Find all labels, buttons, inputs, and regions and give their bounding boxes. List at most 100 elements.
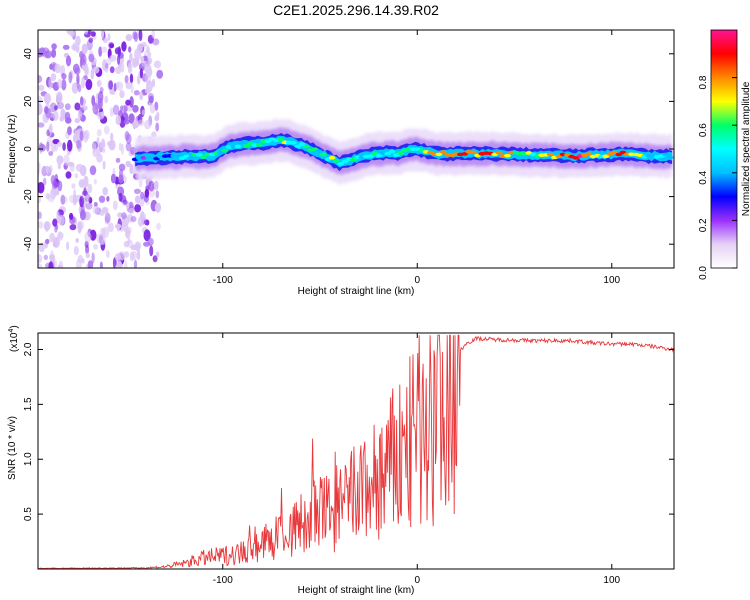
noise-speckle <box>45 238 50 245</box>
noise-speckle <box>73 245 79 256</box>
noise-speckle <box>148 180 155 192</box>
noise-speckle <box>136 75 141 85</box>
ridge-core <box>303 144 310 149</box>
noise-speckle <box>134 204 142 213</box>
x-tick-label: 0 <box>414 575 420 586</box>
noise-speckle <box>54 105 58 111</box>
noise-speckle <box>48 123 53 134</box>
noise-speckle <box>151 30 156 39</box>
noise-speckle <box>54 225 58 233</box>
ridge-core <box>367 154 374 158</box>
noise-speckle <box>51 43 57 50</box>
noise-speckle <box>48 165 53 173</box>
noise-speckle <box>75 238 79 243</box>
noise-speckle <box>130 216 137 223</box>
ridge-core <box>200 155 208 159</box>
noise-speckle <box>107 141 113 147</box>
noise-speckle <box>49 250 55 262</box>
ridge-core <box>238 140 246 145</box>
noise-speckle <box>153 60 162 69</box>
noise-speckle <box>133 188 141 194</box>
noise-speckle <box>117 251 126 261</box>
noise-speckle <box>96 148 101 156</box>
noise-speckle <box>104 212 111 224</box>
noise-speckle <box>149 104 156 114</box>
x-tick-label: -100 <box>213 575 233 586</box>
noise-speckle <box>85 252 91 259</box>
noise-speckle <box>118 174 124 184</box>
noise-speckle <box>43 93 52 105</box>
noise-speckle <box>138 30 143 42</box>
noise-speckle <box>84 30 88 35</box>
noise-speckle <box>54 63 61 74</box>
noise-speckle <box>97 79 102 88</box>
noise-speckle <box>84 193 91 203</box>
spectrogram-noise-field <box>38 30 164 268</box>
noise-speckle <box>56 155 64 165</box>
noise-speckle <box>60 65 66 75</box>
noise-speckle <box>46 141 50 152</box>
noise-speckle <box>50 73 57 82</box>
noise-speckle <box>148 95 154 104</box>
noise-speckle <box>57 163 61 170</box>
noise-speckle <box>119 105 124 112</box>
noise-speckle <box>136 249 141 261</box>
noise-speckle <box>109 66 115 74</box>
snr-x-axis: -100 0 100 <box>213 333 621 586</box>
noise-speckle <box>38 161 41 172</box>
noise-speckle <box>98 195 106 203</box>
noise-speckle <box>140 211 145 221</box>
spectrogram-x-label: Height of straight line (km) <box>298 286 415 297</box>
noise-speckle <box>38 263 43 268</box>
noise-speckle <box>112 200 118 211</box>
ridge-core <box>350 157 357 162</box>
noise-speckle <box>93 243 99 250</box>
ridge-core <box>439 150 447 154</box>
ridge-core <box>333 159 340 163</box>
noise-speckle <box>88 37 94 43</box>
y-tick-label: 20 <box>23 95 34 107</box>
noise-speckle <box>66 241 70 251</box>
noise-speckle <box>102 147 106 154</box>
noise-speckle <box>102 186 108 196</box>
y-tick-label: 0.5 <box>23 507 34 521</box>
noise-speckle <box>56 91 63 104</box>
noise-speckle <box>116 81 124 91</box>
noise-speckle <box>91 252 95 264</box>
snr-plot: -100 0 100 0.5 1.0 1.5 2.0 Height of straight… <box>7 325 675 596</box>
noise-speckle <box>81 43 88 55</box>
noise-speckle <box>80 53 87 66</box>
noise-speckle <box>97 97 103 110</box>
ridge-core <box>602 154 610 159</box>
noise-speckle <box>65 171 72 179</box>
noise-speckle <box>45 165 49 175</box>
noise-speckle <box>145 87 151 94</box>
y-tick-label: 2.0 <box>23 342 34 356</box>
noise-speckle <box>67 126 72 136</box>
noise-speckle <box>107 33 111 41</box>
noise-speckle <box>132 104 139 113</box>
noise-speckle <box>132 31 138 40</box>
ridge-core <box>290 141 297 145</box>
ridge-core <box>662 152 670 157</box>
noise-speckle <box>68 71 73 84</box>
y-tick-label: 0 <box>23 146 34 152</box>
noise-speckle <box>120 62 125 73</box>
noise-speckle <box>149 245 154 257</box>
noise-speckle <box>88 53 95 63</box>
noise-speckle <box>87 183 93 194</box>
noise-speckle <box>63 154 70 166</box>
noise-speckle <box>96 129 102 137</box>
noise-speckle <box>38 122 45 128</box>
noise-speckle <box>123 119 130 125</box>
spectrogram-x-axis: -100 0 100 <box>213 30 621 286</box>
noise-speckle <box>144 219 150 226</box>
x-tick-label: -100 <box>213 275 233 286</box>
colorbar-tick-label: 0.4 <box>698 170 709 184</box>
spectrogram-y-axis: -40 -20 0 20 40 <box>23 48 674 251</box>
noise-speckle <box>38 221 44 229</box>
noise-speckle <box>112 257 117 268</box>
noise-speckle <box>105 62 109 69</box>
noise-speckle <box>38 142 44 152</box>
noise-speckle <box>74 117 81 124</box>
